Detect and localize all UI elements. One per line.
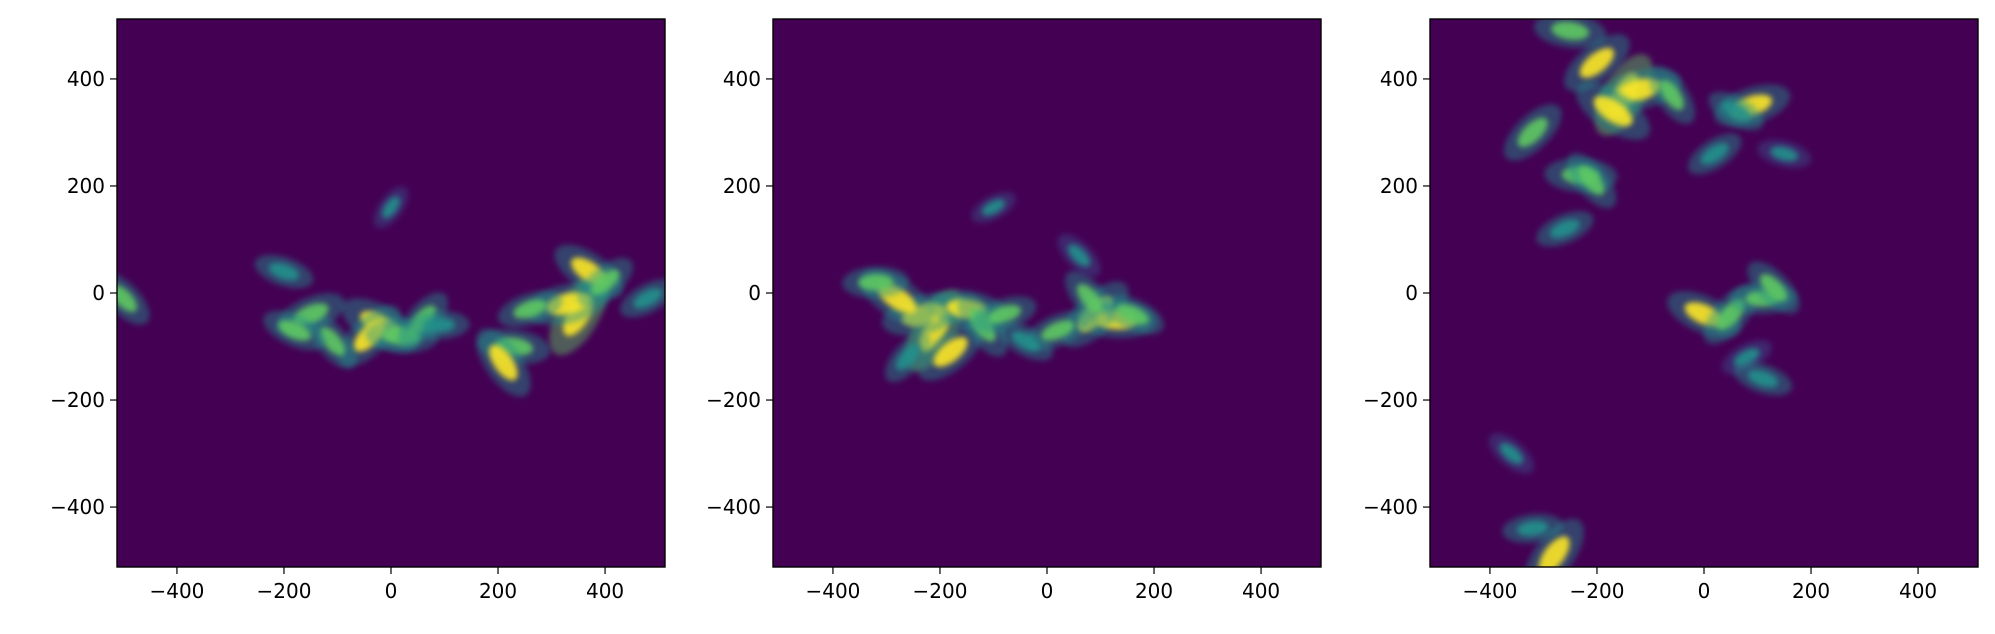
heatmap-feature — [1700, 143, 1729, 165]
heatmap-feature — [1747, 369, 1779, 388]
y-tick-label: 200 — [1380, 174, 1418, 198]
y-tick-label: 0 — [748, 281, 761, 305]
heatmap-feature — [278, 320, 312, 341]
x-tick-label: −400 — [1462, 579, 1517, 603]
y-tick-label: 400 — [723, 67, 761, 91]
x-tick-label: −400 — [805, 579, 860, 603]
heatmap-feature — [1578, 166, 1605, 196]
panel-2: −400 −200 0 200 400 −400 −200 0 200 400 — [706, 18, 1322, 603]
y-tick-label: 400 — [67, 67, 105, 91]
heatmap-feature — [268, 262, 300, 281]
heatmap-feature — [1517, 117, 1548, 148]
y-tick-label: 400 — [1380, 67, 1418, 91]
y-tick-label: −200 — [706, 388, 761, 412]
heatmap-feature — [1067, 244, 1091, 267]
heatmap-feature — [1538, 536, 1570, 567]
x-tick-label: −200 — [913, 579, 968, 603]
y-tick-label: −200 — [1363, 388, 1418, 412]
heatmap-feature — [590, 269, 620, 296]
heatmap-feature — [858, 274, 894, 291]
heatmap-features — [1488, 19, 1812, 567]
heatmap-feature — [1041, 320, 1075, 341]
heatmap-feature — [1721, 100, 1751, 122]
heatmap-feature — [423, 317, 456, 333]
heatmap-feature — [319, 326, 346, 356]
heatmap-feature — [513, 299, 548, 319]
x-tick-label: 200 — [1135, 579, 1173, 603]
heatmap-background — [1430, 19, 1978, 567]
heatmap-feature — [1593, 95, 1633, 127]
heatmap-feature — [1076, 283, 1103, 313]
y-tick-label: 200 — [67, 174, 105, 198]
heatmap-feature — [1549, 219, 1580, 239]
x-tick-label: 200 — [479, 579, 517, 603]
heatmap-feature — [933, 336, 968, 367]
heatmap-feature — [1516, 520, 1549, 537]
x-tick-label: −200 — [257, 579, 312, 603]
y-tick-label: −400 — [50, 495, 105, 519]
x-tick-label: −400 — [149, 579, 204, 603]
x-tick-label: 400 — [1242, 579, 1280, 603]
heatmap-feature — [1770, 146, 1799, 162]
y-tick-label: −200 — [50, 388, 105, 412]
heatmap-feature — [1551, 21, 1590, 40]
y-tick-label: −400 — [1363, 495, 1418, 519]
y-tick-label: 0 — [1405, 281, 1418, 305]
x-tick-label: −200 — [1570, 579, 1625, 603]
heatmap-feature — [987, 304, 1022, 324]
x-tick-label: 0 — [1041, 579, 1054, 603]
heatmap-feature — [1579, 47, 1615, 78]
heatmap-features — [117, 186, 665, 397]
y-tick-label: 200 — [723, 174, 761, 198]
heatmap-feature — [117, 284, 138, 313]
heatmap-feature — [633, 288, 663, 309]
y-tick-label: −400 — [706, 495, 761, 519]
x-tick-label: 0 — [385, 579, 398, 603]
heatmap-feature — [981, 199, 1006, 216]
x-tick-label: 400 — [1899, 579, 1937, 603]
heatmap-feature — [1759, 273, 1788, 302]
x-tick-label: 0 — [1698, 579, 1711, 603]
heatmap-feature — [1499, 442, 1524, 465]
panels: −400 −200 0 200 400 −400 −200 0 200 400 −400 −200 0 2… — [50, 18, 1979, 603]
heatmap-feature — [489, 344, 518, 381]
heatmap-features — [842, 192, 1164, 382]
x-tick-label: 200 — [1792, 579, 1830, 603]
x-tick-label: 400 — [586, 579, 624, 603]
heatmap-feature — [1733, 348, 1760, 367]
heatmap-feature — [382, 196, 400, 219]
panel-1: −400 −200 0 200 400 −400 −200 0 200 400 — [50, 18, 666, 603]
y-tick-label: 0 — [92, 281, 105, 305]
panel-3: −400 −200 0 200 400 −400 −200 0 200 400 — [1363, 18, 1979, 603]
heatmap-feature — [1659, 79, 1685, 111]
heatmap-feature — [1116, 304, 1150, 325]
heatmap-feature — [895, 344, 920, 371]
